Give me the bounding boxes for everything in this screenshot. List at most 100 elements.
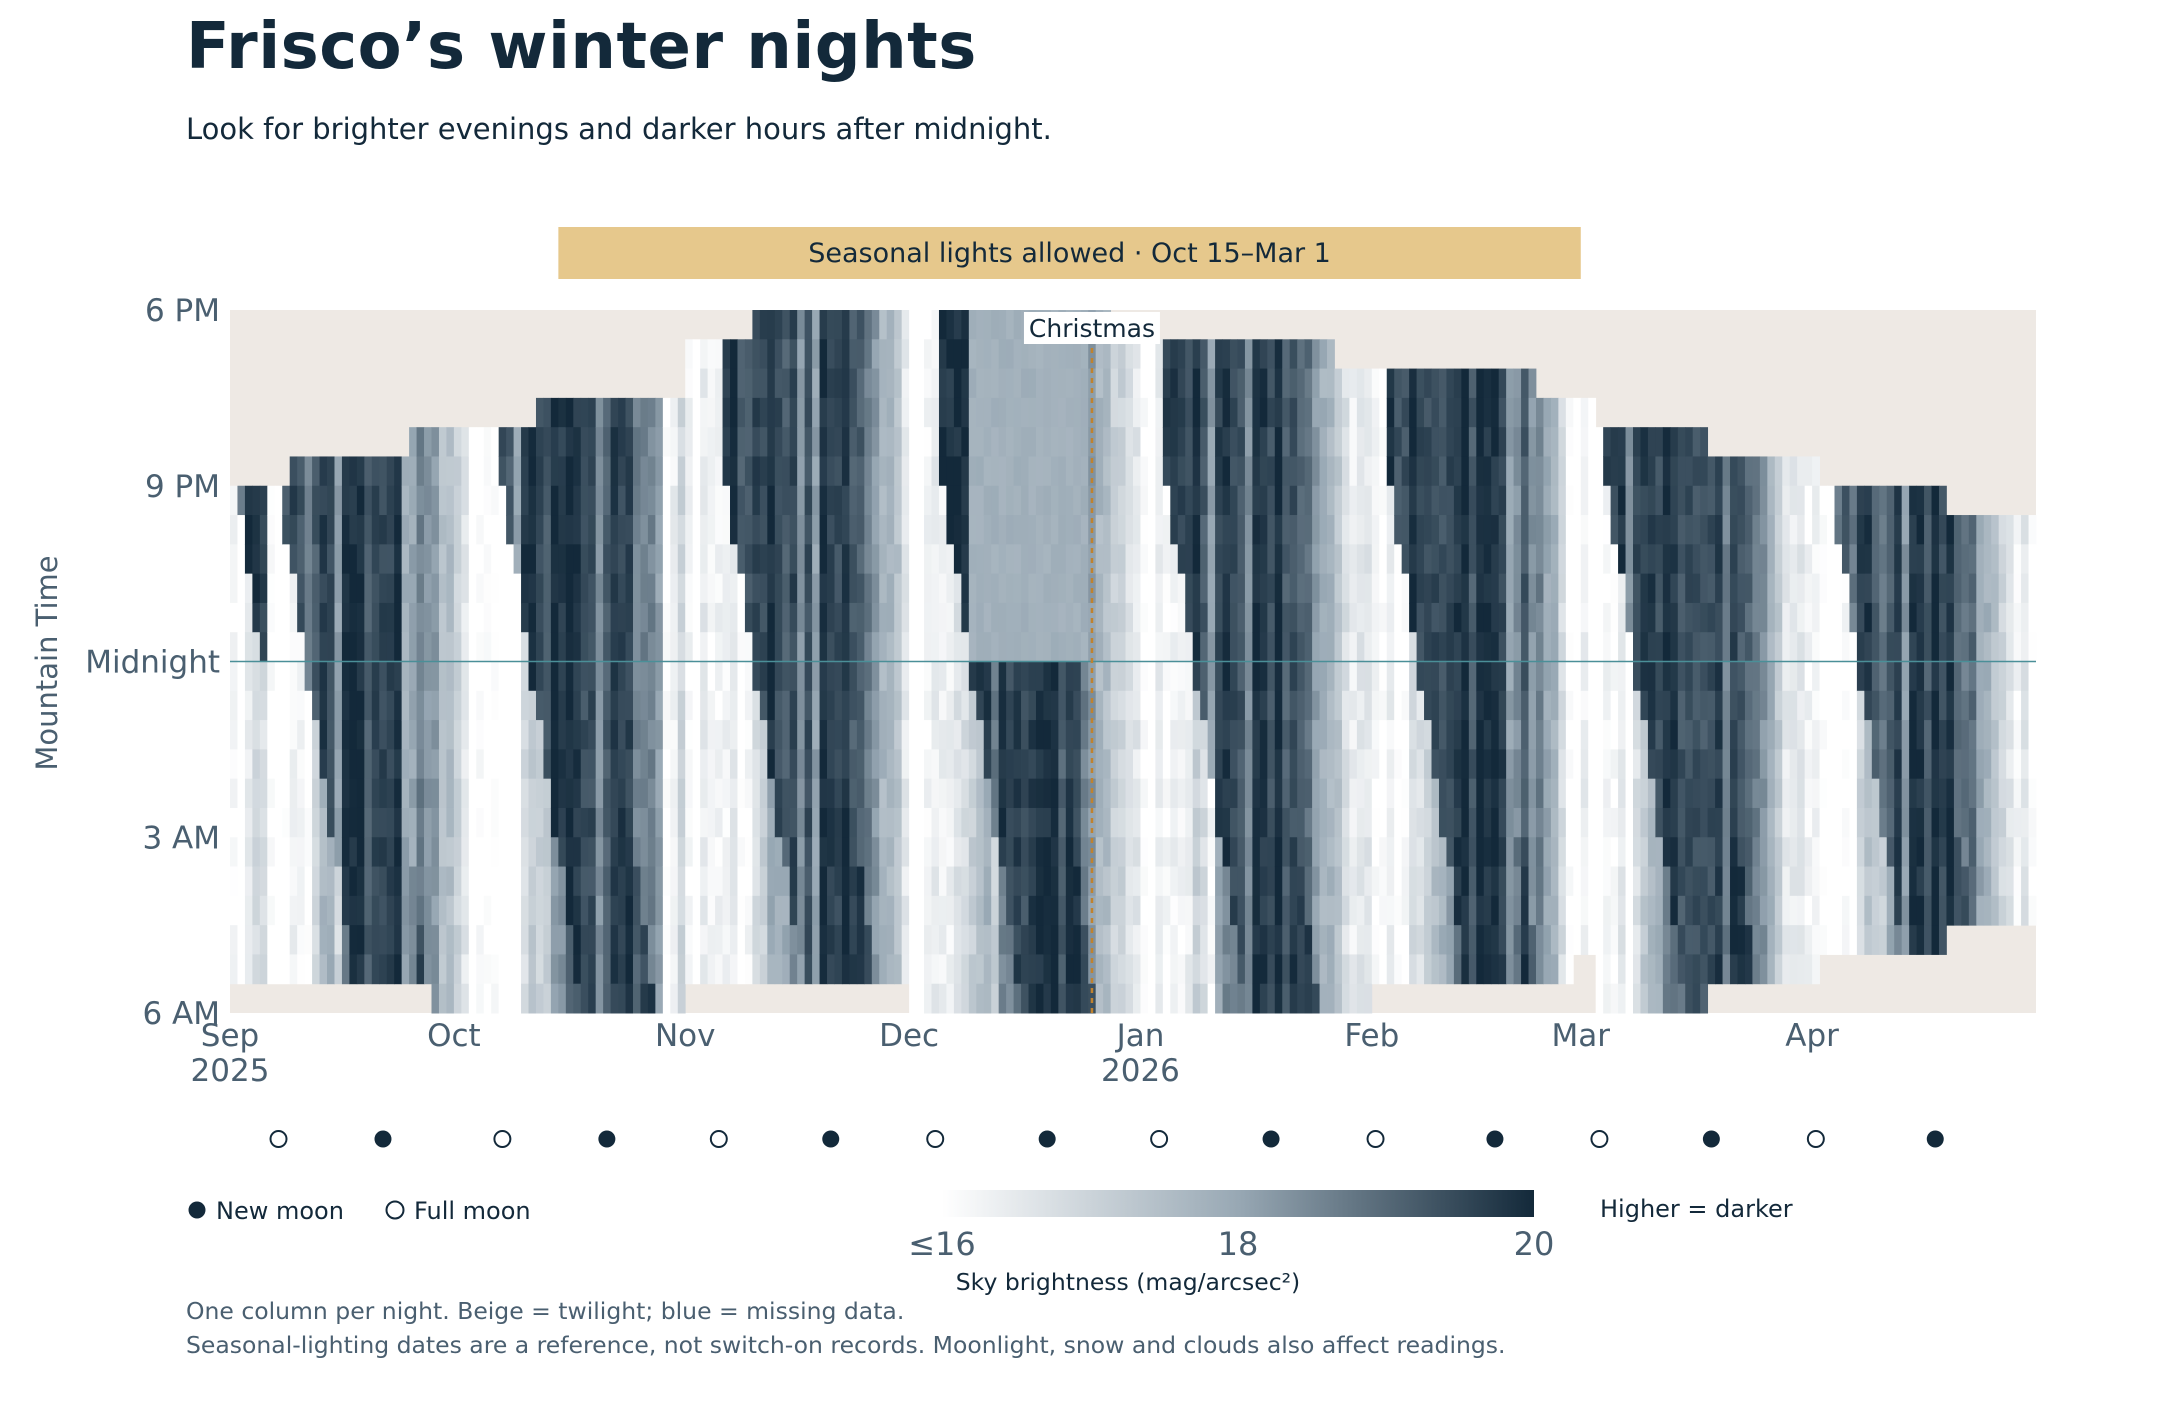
heatmap-cell — [491, 983, 500, 1014]
heatmap-cell — [700, 397, 709, 428]
heatmap-cell — [1588, 925, 1597, 955]
heatmap-cell — [744, 573, 753, 604]
heatmap-cell — [573, 895, 582, 926]
heatmap-cell — [812, 456, 820, 487]
heatmap-cell — [998, 720, 1007, 750]
heatmap-cell — [1021, 807, 1029, 838]
heatmap-cell — [1610, 544, 1619, 575]
heatmap-cell — [1968, 515, 1977, 545]
heatmap-cell — [700, 778, 709, 809]
heatmap-cell — [700, 837, 709, 868]
heatmap-cell — [1938, 749, 1947, 780]
heatmap-cell — [1185, 602, 1194, 633]
heatmap-cell — [1334, 837, 1343, 868]
heatmap-cell — [1304, 661, 1313, 692]
heatmap-cell — [789, 544, 798, 575]
heatmap-cell — [991, 485, 1000, 516]
heatmap-cell — [730, 807, 738, 838]
heatmap-cell — [603, 895, 611, 926]
heatmap-cell — [1006, 427, 1014, 457]
heatmap-cell — [961, 866, 970, 897]
heatmap-cell — [797, 837, 806, 868]
heatmap-cell — [901, 485, 910, 516]
heatmap-cell — [341, 954, 350, 985]
heatmap-cell — [1752, 807, 1761, 838]
heatmap-cell — [1759, 925, 1768, 955]
heatmap-cell — [1998, 690, 2007, 721]
heatmap-cell — [1274, 690, 1283, 721]
heatmap-cell — [1409, 515, 1417, 545]
heatmap-cell — [580, 632, 589, 662]
heatmap-cell — [670, 485, 679, 516]
heatmap-cell — [573, 602, 582, 633]
heatmap-cell — [1334, 954, 1343, 985]
heatmap-cell — [1230, 866, 1238, 897]
heatmap-cell — [1476, 485, 1485, 516]
heatmap-cell — [244, 544, 253, 575]
heatmap-cell — [1192, 573, 1201, 604]
heatmap-cell — [1506, 573, 1514, 604]
heatmap-cell — [991, 456, 1000, 487]
heatmap-cell — [1110, 339, 1119, 370]
heatmap-cell — [1468, 485, 1477, 516]
heatmap-cell — [416, 602, 425, 633]
heatmap-cell — [1006, 515, 1014, 545]
heatmap-cell — [737, 339, 746, 370]
heatmap-cell — [1364, 573, 1373, 604]
full-moon-marker — [1806, 1130, 1825, 1148]
heatmap-cell — [886, 749, 895, 780]
heatmap-cell — [453, 690, 462, 721]
heatmap-cell — [1035, 397, 1044, 428]
heatmap-cell — [1677, 778, 1686, 809]
heatmap-cell — [1230, 515, 1238, 545]
heatmap-cell — [1297, 602, 1306, 633]
heatmap-cell — [289, 837, 298, 868]
heatmap-cell — [1707, 515, 1716, 545]
heatmap-cell — [849, 720, 858, 750]
heatmap-cell — [1759, 837, 1768, 868]
heatmap-cell — [1856, 925, 1865, 955]
heatmap-cell — [1700, 925, 1709, 955]
heatmap-cell — [1827, 866, 1835, 897]
heatmap-cell — [1028, 749, 1037, 780]
heatmap-cell — [1468, 837, 1477, 868]
heatmap-cell — [386, 895, 395, 926]
heatmap-cell — [1438, 485, 1447, 516]
heatmap-cell — [916, 310, 925, 340]
heatmap-cell — [1550, 427, 1559, 457]
heatmap-cell — [379, 544, 388, 575]
heatmap-cell — [1035, 778, 1044, 809]
heatmap-cell — [274, 602, 283, 633]
heatmap-cell — [1327, 837, 1335, 868]
heatmap-cell — [498, 427, 507, 457]
heatmap-cell — [1991, 866, 2000, 897]
heatmap-cell — [782, 602, 791, 633]
heatmap-cell — [849, 661, 858, 692]
heatmap-cell — [1192, 427, 1201, 457]
heatmap-cell — [438, 602, 447, 633]
heatmap-cell — [1416, 720, 1425, 750]
heatmap-cell — [976, 983, 985, 1014]
heatmap-cell — [722, 807, 731, 838]
heatmap-cell — [588, 983, 597, 1014]
heatmap-cell — [1924, 837, 1932, 868]
heatmap-cell — [1259, 544, 1268, 575]
heatmap-cell — [364, 895, 373, 926]
heatmap-cell — [730, 661, 738, 692]
heatmap-cell — [953, 661, 962, 692]
heatmap-cell — [1043, 866, 1052, 897]
heatmap-cell — [1222, 954, 1231, 985]
heatmap-cell — [1364, 397, 1373, 428]
heatmap-cell — [871, 954, 880, 985]
heatmap-cell — [1259, 807, 1268, 838]
heatmap-cell — [1722, 690, 1731, 721]
heatmap-cell — [1274, 339, 1283, 370]
heatmap-cell — [938, 954, 947, 985]
heatmap-cell — [1207, 778, 1216, 809]
heatmap-cell — [1655, 661, 1664, 692]
heatmap-cell — [1767, 602, 1776, 633]
heatmap-cell — [1155, 485, 1164, 516]
heatmap-cell — [431, 632, 440, 662]
heatmap-cell — [1438, 778, 1447, 809]
heatmap-cell — [1722, 925, 1731, 955]
